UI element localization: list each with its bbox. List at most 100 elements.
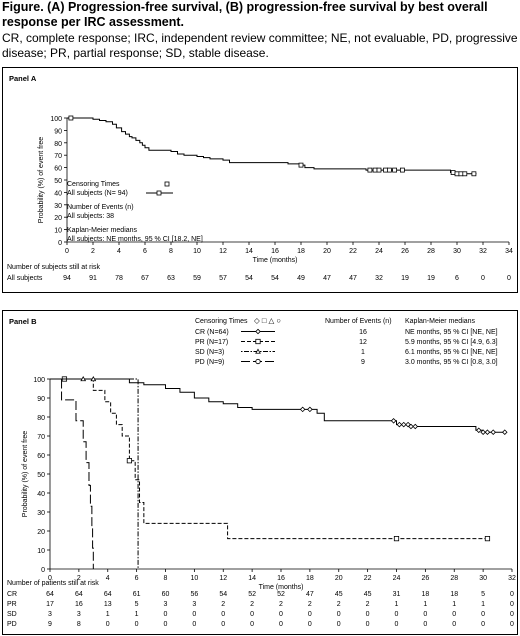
x-tick-label: 16: [271, 248, 279, 255]
censor-mark: [399, 167, 405, 173]
y-tick-label: 50: [54, 178, 62, 185]
risk-table-cell: 0: [423, 611, 427, 618]
risk-table-cell: 64: [75, 591, 83, 598]
x-tick-label: 8: [169, 248, 173, 255]
x-tick-label: 30: [453, 248, 461, 255]
risk-table-cell: 19: [401, 275, 409, 282]
risk-table-cell: 17: [46, 601, 54, 608]
y-tick-label: 70: [37, 434, 45, 441]
risk-table-cell: 0: [366, 611, 370, 618]
risk-table-cell: 2: [337, 601, 341, 608]
risk-table-cell: 1: [106, 611, 110, 618]
risk-table-cell: 0: [337, 611, 341, 618]
censor-mark: [454, 171, 460, 177]
panel-a: Panel A Probability (%) of event free 0 10 2…: [2, 67, 518, 293]
risk-table-cell: 13: [104, 601, 112, 608]
legend-series-label: CR (N=64): [195, 329, 229, 336]
legend-km-value: NE months, 95 % CI [NE, NE]: [405, 329, 498, 336]
censor-mark: [396, 421, 403, 428]
censor-mark: [80, 375, 87, 382]
x-tick-label: 6: [143, 248, 147, 255]
y-tick-label: 10: [37, 548, 45, 555]
risk-row-label: SD: [7, 611, 17, 618]
risk-table-cell: 0: [507, 275, 511, 282]
x-tick-label: 26: [421, 575, 429, 582]
legend-events-value: 12: [359, 339, 367, 346]
censor-mark: [390, 418, 397, 424]
risk-table-cell: 54: [271, 275, 279, 282]
risk-table-cell: 64: [104, 591, 112, 598]
risk-table-cell: 1: [135, 611, 139, 618]
risk-table-cell: 0: [221, 621, 225, 628]
risk-table-cell: 54: [219, 591, 227, 598]
risk-table-cell: 64: [46, 591, 54, 598]
censor-mark: [405, 421, 411, 428]
x-tick-label: 22: [364, 575, 372, 582]
risk-table-cell: 0: [510, 601, 514, 608]
censor-mark: [484, 535, 491, 542]
risk-table-cell: 60: [162, 591, 170, 598]
censor-mark: [476, 427, 482, 434]
risk-table-cell: 0: [250, 611, 254, 618]
x-tick-label: 28: [450, 575, 458, 582]
legend-series-marker: [255, 348, 261, 354]
x-tick-label: 34: [505, 248, 513, 255]
x-tick-label: 8: [164, 575, 168, 582]
risk-table-cell: 56: [190, 591, 198, 598]
risk-table-cell: 61: [133, 591, 141, 598]
x-tick-label: 32: [508, 575, 516, 582]
risk-table-cell: 47: [323, 275, 331, 282]
legend-series-label: All subjects (N= 94): [67, 190, 128, 197]
x-tick-label: 4: [117, 248, 121, 255]
x-tick-label: 24: [375, 248, 383, 255]
risk-table-cell: 0: [250, 621, 254, 628]
risk-table-cell: 18: [421, 591, 429, 598]
y-tick-label: 20: [54, 215, 62, 222]
y-tick-label: 90: [37, 396, 45, 403]
risk-table-cell: 0: [481, 621, 485, 628]
legend-events-value: 1: [361, 349, 365, 356]
x-tick-label: 20: [335, 575, 343, 582]
legend-events-header: Number of Events (n): [325, 318, 392, 325]
risk-table-cell: 0: [279, 611, 283, 618]
censor-mark: [367, 167, 373, 173]
risk-row-label: All subjects: [7, 275, 43, 282]
risk-table-cell: 52: [248, 591, 256, 598]
legend-series-marker: [255, 338, 261, 345]
y-tick-label: 50: [37, 472, 45, 479]
risk-table-cell: 67: [141, 275, 149, 282]
km-curve-sd: [50, 378, 139, 569]
censor-mark: [376, 167, 382, 173]
y-tick-label: 100: [33, 377, 45, 384]
censor-mark: [408, 423, 414, 430]
risk-row-label: PR: [7, 601, 17, 608]
risk-table-cell: 63: [167, 275, 175, 282]
figure-header: Figure. (A) Progression-free survival, (…: [2, 0, 518, 61]
legend-censor-symbol: [164, 181, 170, 187]
risk-table-cell: 31: [393, 591, 401, 598]
risk-table-cell: 2: [366, 601, 370, 608]
x-tick-label: 12: [219, 248, 227, 255]
risk-table-cell: 3: [48, 611, 52, 618]
legend-events-title: Number of Events (n): [67, 204, 134, 211]
risk-table-cell: 3: [77, 611, 81, 618]
x-tick-label: 6: [135, 575, 139, 582]
legend-censoring-label: Censoring Times: [195, 318, 248, 325]
x-tick-label: 20: [323, 248, 331, 255]
y-tick-label: 90: [54, 128, 62, 135]
x-tick-label: 30: [479, 575, 487, 582]
censor-mark: [412, 423, 419, 430]
risk-table-cell: 49: [297, 275, 305, 282]
risk-table-cell: 0: [164, 611, 168, 618]
risk-table-cell: 0: [164, 621, 168, 628]
x-tick-label: 2: [77, 575, 81, 582]
censor-mark: [383, 167, 388, 173]
legend-km-value: 5.9 months, 95 % CI [4.9, 6.3]: [405, 339, 498, 346]
risk-table-cell: 52: [277, 591, 285, 598]
y-tick-label: 40: [37, 491, 45, 498]
censor-mark: [386, 167, 392, 173]
legend-events-value: 9: [361, 359, 365, 366]
censor-mark: [502, 429, 508, 435]
legend-series-marker: [255, 358, 261, 365]
risk-table-cell: 32: [375, 275, 383, 282]
